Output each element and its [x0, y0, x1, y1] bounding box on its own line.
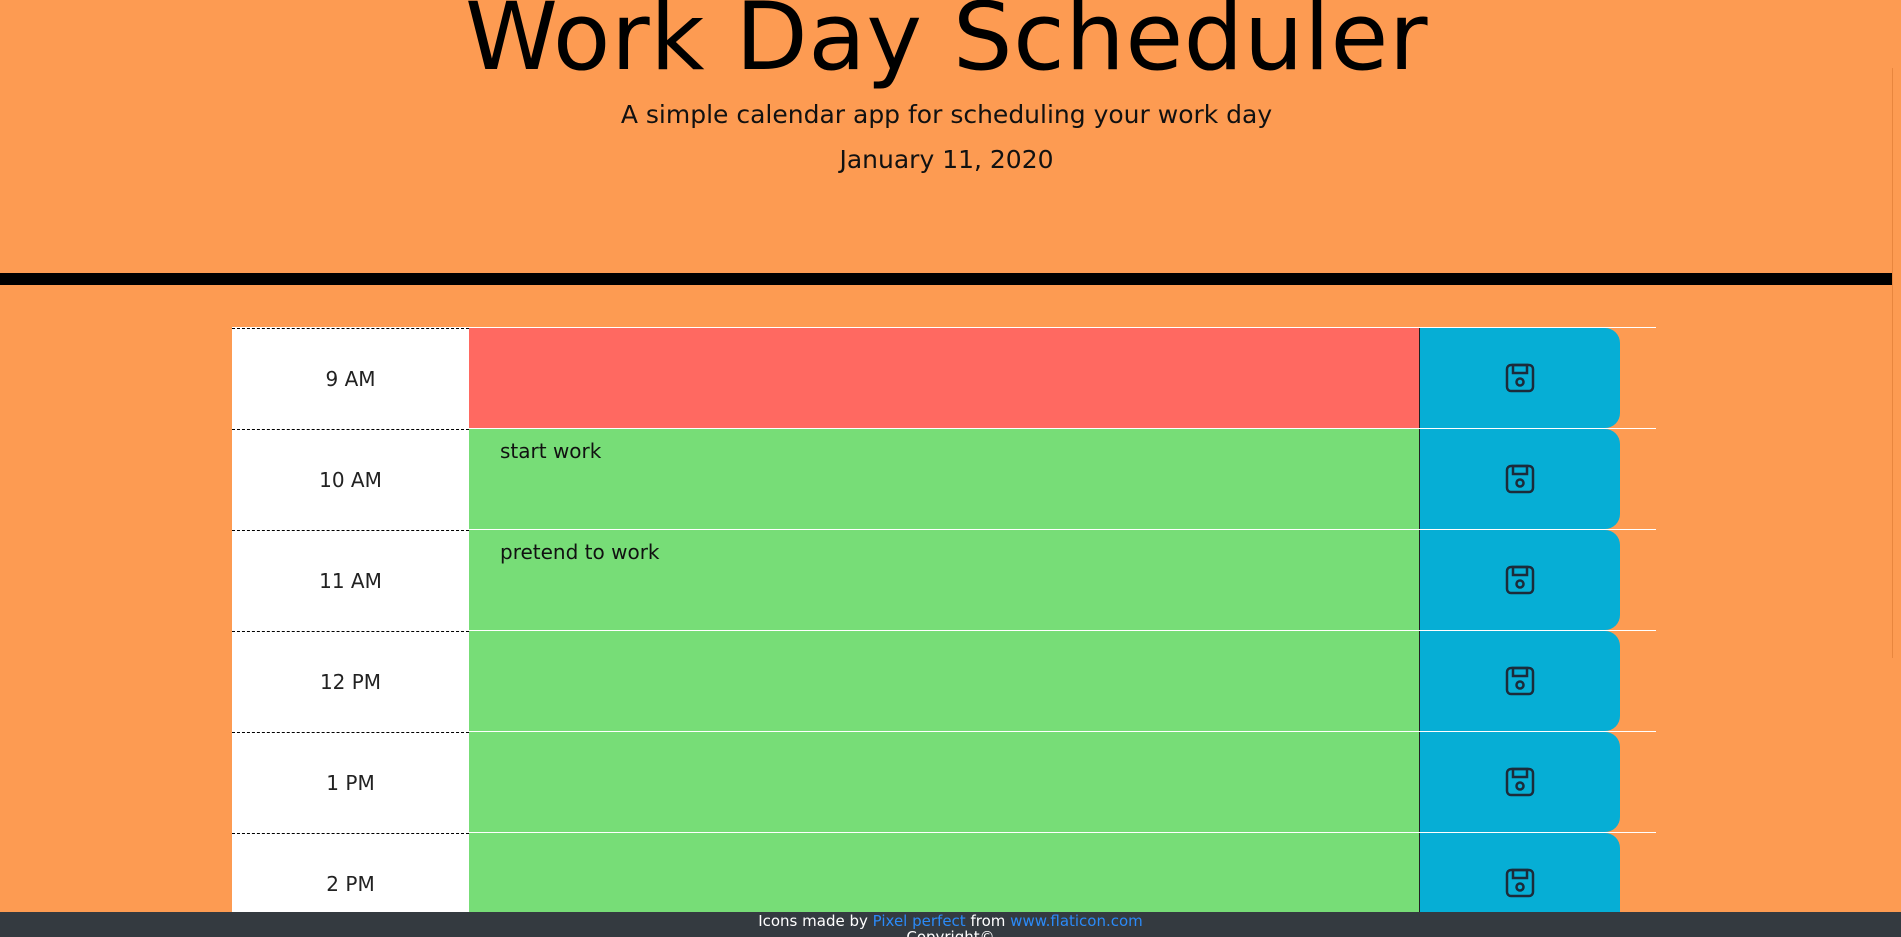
event-description-input[interactable]	[469, 631, 1420, 731]
event-description-input[interactable]	[469, 328, 1420, 428]
footer: Icons made by Pixel perfect from www.fla…	[0, 912, 1901, 937]
footer-prefix: Icons made by	[758, 912, 868, 930]
scrollbar-track[interactable]	[1892, 0, 1901, 912]
timeblock-row: 11 AM	[232, 529, 1656, 630]
floppy-disk-icon	[1505, 868, 1535, 898]
app-subtitle: A simple calendar app for scheduling you…	[620, 100, 1273, 129]
floppy-disk-icon	[1505, 565, 1535, 595]
app-title: Work Day Scheduler	[465, 0, 1428, 92]
hour-label: 1 PM	[232, 732, 469, 832]
save-button[interactable]	[1420, 429, 1620, 529]
copyright: Copyright©	[906, 928, 995, 937]
current-date: January 11, 2020	[839, 145, 1054, 174]
save-button[interactable]	[1420, 631, 1620, 731]
event-description-input[interactable]	[469, 732, 1420, 832]
scrollbar-thumb[interactable]	[1892, 68, 1901, 658]
hour-label: 10 AM	[232, 429, 469, 529]
timeblock-row: 12 PM	[232, 630, 1656, 731]
save-button[interactable]	[1420, 732, 1620, 832]
hour-label: 12 PM	[232, 631, 469, 731]
save-button[interactable]	[1420, 328, 1620, 428]
floppy-disk-icon	[1505, 666, 1535, 696]
timeblock-row: 10 AM	[232, 428, 1656, 529]
event-description-input[interactable]	[469, 530, 1420, 630]
footer-middle: from	[970, 912, 1006, 930]
flaticon-link[interactable]: www.flaticon.com	[1010, 912, 1143, 930]
floppy-disk-icon	[1505, 464, 1535, 494]
author-link[interactable]: Pixel perfect	[872, 912, 966, 930]
hour-label: 9 AM	[232, 328, 469, 428]
floppy-disk-icon	[1505, 363, 1535, 393]
event-description-input[interactable]	[469, 429, 1420, 529]
floppy-disk-icon	[1505, 767, 1535, 797]
hour-label: 11 AM	[232, 530, 469, 630]
save-button[interactable]	[1420, 530, 1620, 630]
header: Work Day Scheduler A simple calendar app…	[0, 0, 1893, 285]
timeblock-row: 9 AM	[232, 327, 1656, 428]
timeblock-row: 1 PM	[232, 731, 1656, 832]
